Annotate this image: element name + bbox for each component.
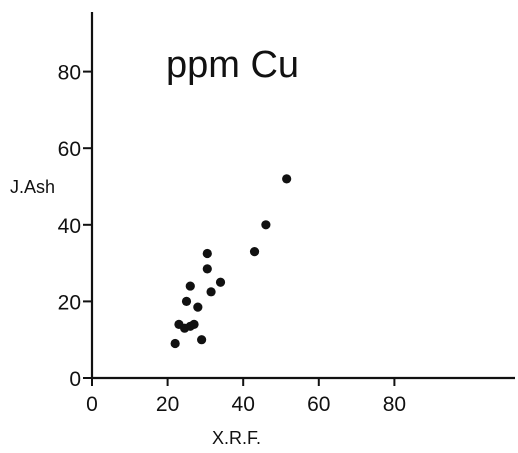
y-tick-label-60: 60 (58, 138, 81, 161)
x-tick-label-20: 20 (156, 393, 179, 416)
data-point (193, 302, 203, 312)
data-point (202, 264, 212, 274)
y-axis-label: J.Ash (10, 177, 55, 197)
tick-marks: 0 20 40 60 80 0 20 40 60 80 (58, 62, 406, 416)
data-point (185, 281, 195, 291)
x-tick-label-0: 0 (86, 393, 98, 416)
data-point (249, 247, 260, 257)
chart-title: ppm Cu (166, 44, 299, 86)
data-point (206, 287, 216, 297)
data-point (181, 296, 192, 306)
x-tick-label-80: 80 (383, 393, 406, 416)
data-point (282, 174, 292, 184)
y-tick-label-40: 40 (58, 215, 81, 238)
data-point (170, 338, 180, 349)
data-point (215, 277, 226, 287)
data-points (170, 174, 292, 349)
data-point (202, 248, 212, 259)
data-point (189, 319, 199, 329)
y-tick-label-80: 80 (58, 62, 81, 85)
data-point (197, 335, 207, 345)
axes (90, 12, 515, 380)
data-point (261, 220, 271, 230)
x-tick-label-60: 60 (307, 393, 330, 416)
x-axis-label: X.R.F. (212, 428, 261, 448)
x-tick-label-40: 40 (232, 393, 255, 416)
y-tick-label-0: 0 (69, 368, 81, 391)
y-tick-label-20: 20 (58, 291, 81, 314)
